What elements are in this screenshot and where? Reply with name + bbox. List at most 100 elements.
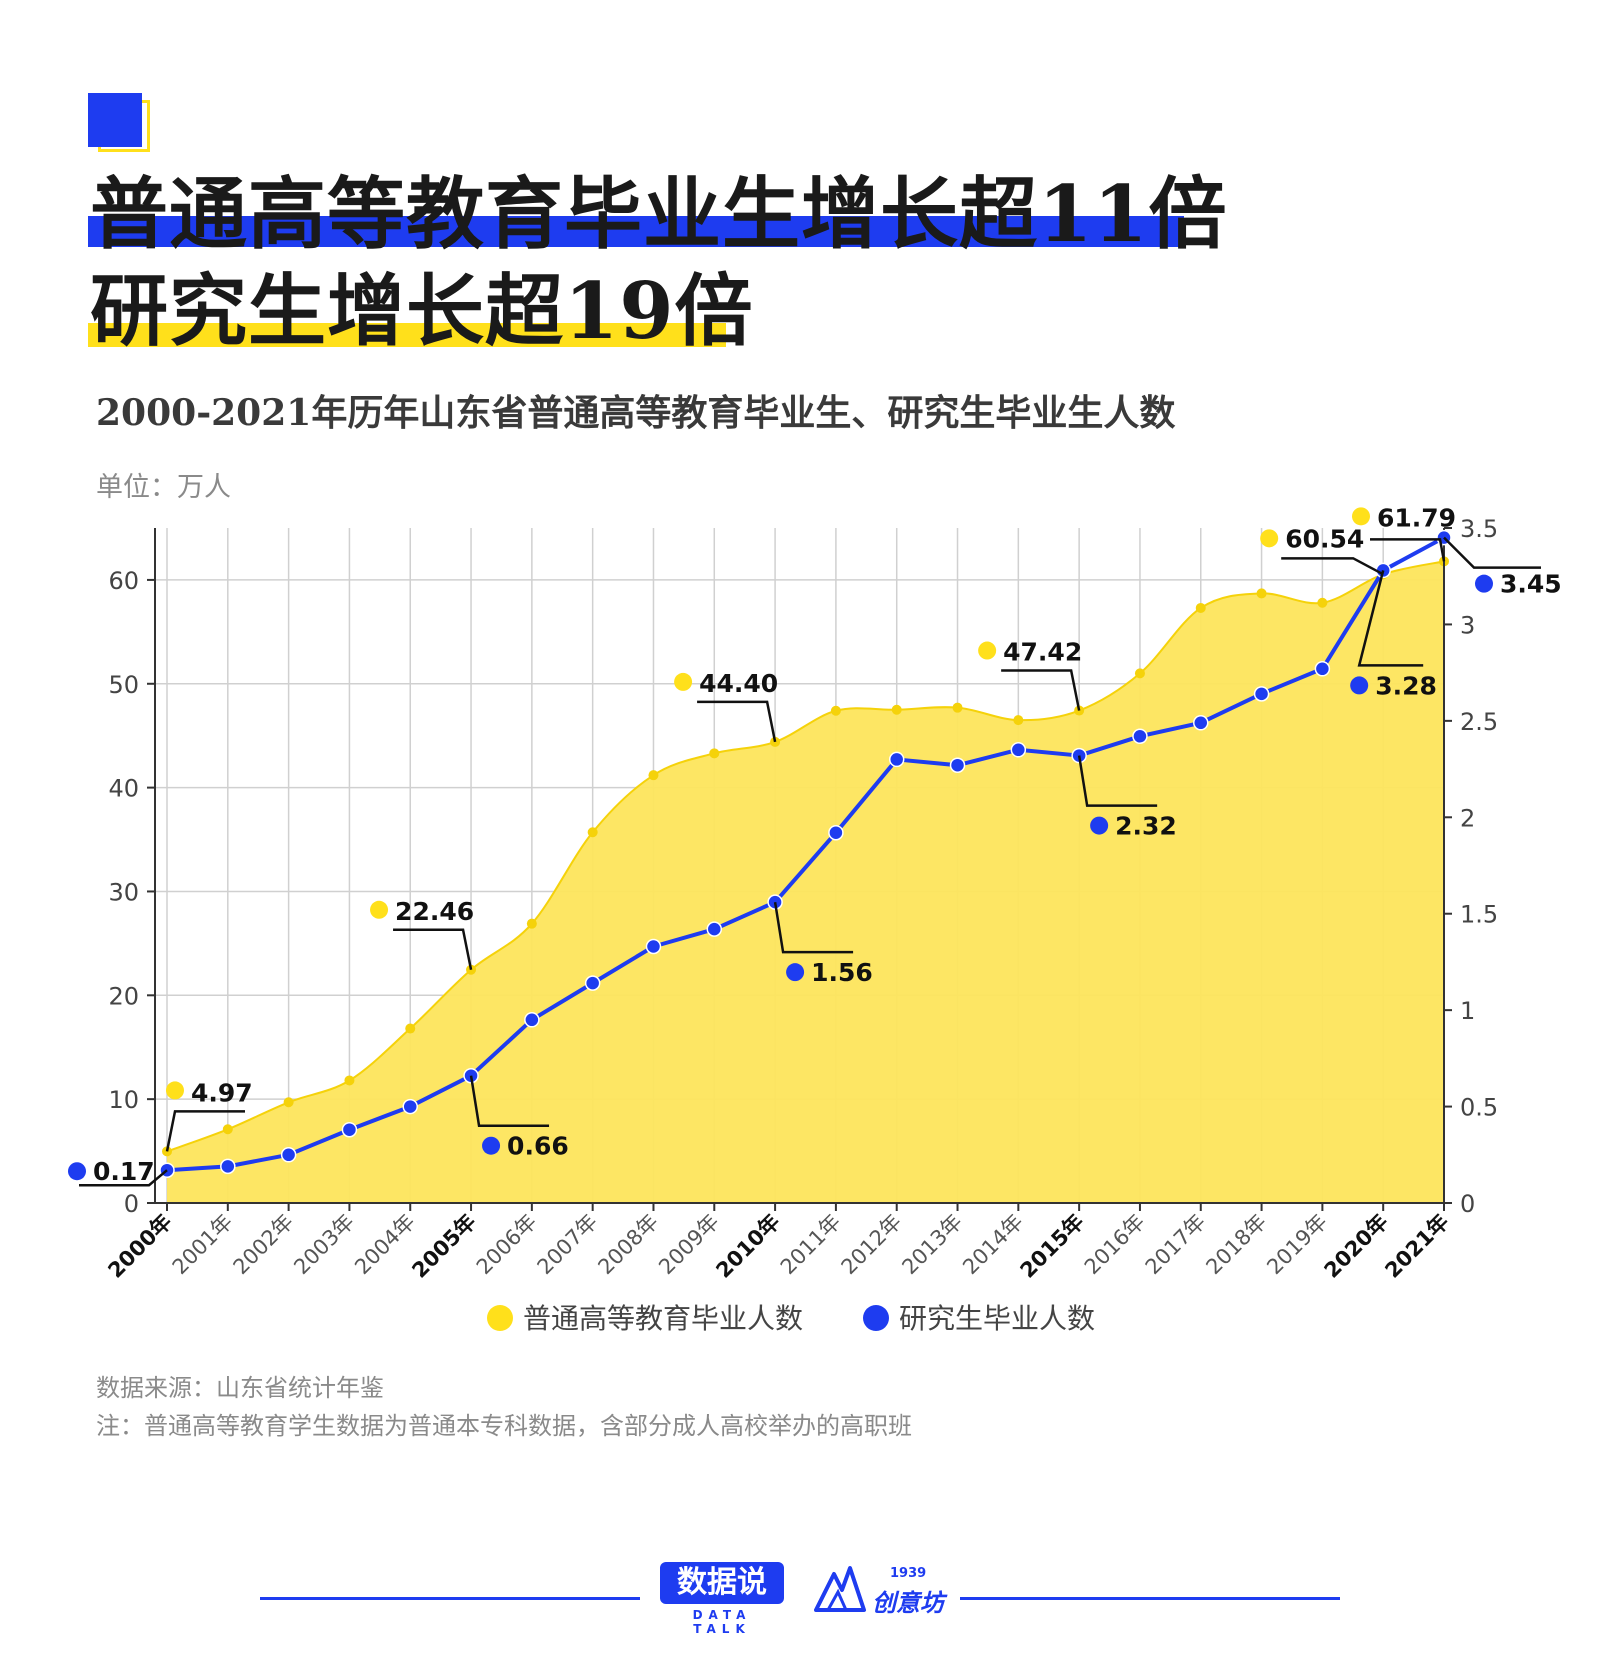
x-tick-label: 2007年 — [533, 1210, 603, 1280]
x-tick-label: 2018年 — [1201, 1210, 1271, 1280]
mountain-logo-icon — [814, 1566, 866, 1612]
annotation-dot — [370, 900, 389, 919]
point-graduate — [584, 975, 601, 991]
footer-line-left — [260, 1597, 640, 1600]
datatalk-logo: 数据说 — [660, 1562, 784, 1604]
annotation-leader-line — [773, 901, 854, 954]
x-tick-label: 2008年 — [593, 1210, 663, 1280]
annotation-leader-line — [469, 1075, 550, 1127]
annotation-label: 22.46 — [395, 897, 474, 926]
annotation-leader-line — [165, 1110, 245, 1152]
annotation-leader-line — [79, 1169, 168, 1187]
annotation-dot — [482, 1136, 501, 1155]
x-tick-label: 2013年 — [897, 1210, 967, 1280]
y-left-tick-label: 30 — [108, 878, 139, 906]
x-tick-label: 2020年 — [1320, 1210, 1393, 1283]
y-left-tick-label: 50 — [108, 671, 139, 699]
point-higher-education — [222, 1124, 233, 1135]
title-underline-blue — [88, 216, 1184, 247]
point-graduate — [828, 824, 844, 841]
point-graduate — [402, 1098, 418, 1115]
x-tick-label: 2003年 — [289, 1210, 359, 1280]
x-tick-label: 2000年 — [103, 1210, 176, 1283]
annotation-leader-line — [1001, 669, 1081, 711]
footer-line-right — [960, 1597, 1340, 1600]
y-left-tick-label: 40 — [108, 775, 139, 803]
annotation-label: 3.28 — [1375, 671, 1437, 700]
decor-square — [88, 93, 142, 147]
annotation-dot — [1090, 816, 1109, 835]
y-left-tick-label: 0 — [124, 1190, 139, 1218]
point-graduate — [220, 1158, 236, 1175]
point-graduate — [1314, 661, 1331, 677]
y-right-tick-label: 0.5 — [1460, 1094, 1498, 1122]
y-right-tick-label: 3 — [1460, 611, 1475, 639]
legend-marker — [863, 1305, 889, 1331]
annotation-dot — [674, 672, 693, 691]
point-higher-education — [344, 1075, 355, 1086]
title-underline-yellow — [88, 323, 726, 347]
annotation-label: 1.56 — [811, 958, 873, 987]
x-tick-label: 2005年 — [407, 1210, 480, 1283]
point-graduate — [888, 751, 905, 768]
annotation-dot — [1260, 529, 1279, 548]
point-graduate — [1010, 742, 1027, 758]
legend-label: 普通高等教育毕业人数 — [523, 1302, 803, 1335]
x-tick-label: 2017年 — [1141, 1210, 1211, 1280]
point-graduate — [1253, 686, 1270, 702]
y-right-tick-label: 2 — [1460, 804, 1475, 832]
annotation-dot — [68, 1162, 86, 1181]
annotation-leader-line — [1281, 557, 1384, 576]
annotation-label: 2.32 — [1115, 812, 1177, 841]
x-tick-label: 2021年 — [1380, 1210, 1453, 1283]
y-left-tick-label: 20 — [108, 982, 139, 1010]
y-right-tick-label: 1.5 — [1460, 901, 1498, 929]
point-graduate — [1132, 728, 1148, 745]
y-right-tick-label: 3.5 — [1460, 515, 1498, 543]
point-higher-education — [1195, 602, 1206, 613]
x-tick-label: 2006年 — [472, 1210, 542, 1280]
annotation-dot — [1350, 676, 1369, 695]
y-right-tick-label: 2.5 — [1460, 708, 1498, 736]
annotation-leader-line — [697, 700, 777, 743]
annotation-label: 47.42 — [1003, 638, 1082, 667]
point-higher-education — [891, 704, 902, 715]
point-higher-education — [830, 705, 841, 716]
annotation-dot — [786, 963, 805, 982]
point-higher-education — [1256, 588, 1267, 599]
legend-label: 研究生毕业人数 — [899, 1302, 1095, 1335]
annotation-label: 3.45 — [1500, 570, 1562, 599]
x-tick-label: 2002年 — [229, 1210, 299, 1280]
legend-marker — [487, 1305, 513, 1331]
annotation-dot — [978, 641, 997, 660]
line-series-graduate — [166, 535, 1445, 1173]
y-right-tick-label: 1 — [1460, 997, 1475, 1025]
annotation-leader-line — [1077, 755, 1158, 807]
annotation-label: 0.66 — [507, 1132, 569, 1161]
point-higher-education — [283, 1097, 294, 1108]
annotation-leader-line — [1370, 538, 1446, 562]
data-source: 数据来源：山东省统计年鉴 — [96, 1374, 384, 1402]
logo2-text: 创意坊 — [872, 1588, 944, 1617]
title-line-2: 研究生增长超19倍 — [90, 266, 754, 357]
annotation-label: 44.40 — [699, 669, 778, 698]
point-graduate — [706, 921, 723, 937]
annotation-dot — [166, 1081, 184, 1100]
point-higher-education — [526, 918, 537, 929]
y-right-tick-label: 0 — [1460, 1190, 1475, 1218]
unit-label: 单位：万人 — [96, 472, 231, 503]
point-higher-education — [1134, 668, 1145, 679]
annotation-dot — [1475, 574, 1493, 593]
annotation-leader-line — [1357, 570, 1424, 667]
line-series-higher-education — [166, 560, 1445, 1153]
point-graduate — [341, 1121, 358, 1138]
annotation-dot — [1352, 507, 1370, 526]
point-higher-education — [952, 702, 963, 713]
chart-subtitle: 2000-2021年历年山东省普通高等教育毕业生、研究生毕业生人数 — [96, 392, 1176, 434]
point-higher-education — [405, 1023, 416, 1034]
datatalk-logo-sub: DATA TALK — [692, 1608, 752, 1636]
y-left-tick-label: 60 — [108, 567, 139, 595]
annotation-leader-line — [1443, 536, 1541, 569]
point-graduate — [1193, 715, 1209, 731]
